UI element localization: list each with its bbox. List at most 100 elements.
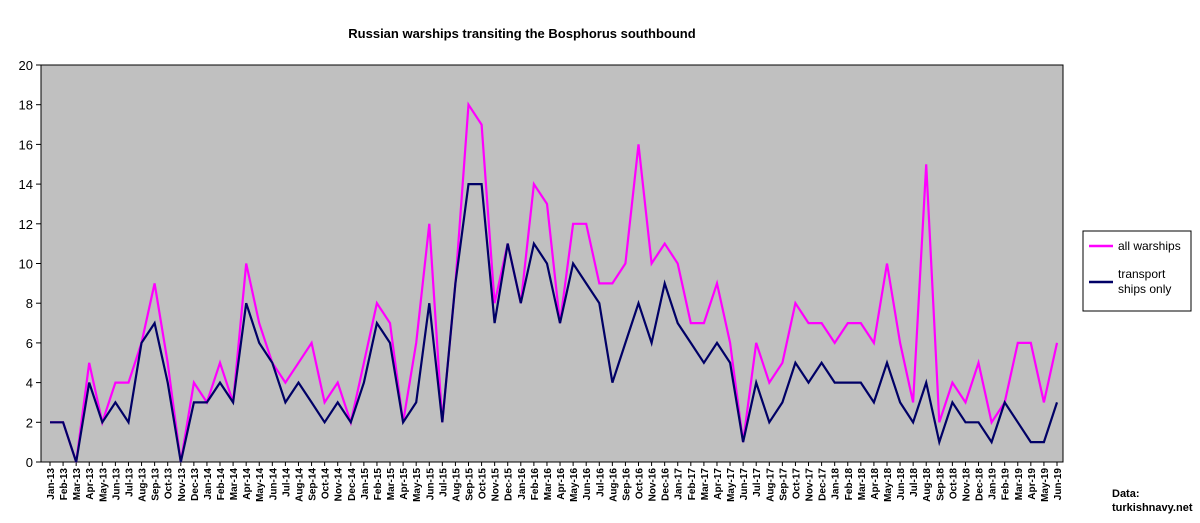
x-tick-label: Jan-18 xyxy=(831,468,842,500)
x-tick-label: Dec-13 xyxy=(190,468,201,501)
x-tick-label: Sep-14 xyxy=(308,468,319,501)
x-axis: Jan-13 Feb-13 Mar-13 Apr-13 May-13 Jun-13 Jul-… xyxy=(46,462,1064,502)
x-tick-label: Sep-13 xyxy=(151,468,162,501)
y-axis: 0 2 4 6 8 10 12 14 16 18 20 xyxy=(19,58,41,470)
x-tick-label: Apr-15 xyxy=(399,468,410,500)
x-tick-label: Jun-19 xyxy=(1053,468,1064,501)
x-tick-label: Feb-16 xyxy=(530,468,541,501)
x-tick-label: Jul-16 xyxy=(595,468,606,497)
x-tick-label: Aug-13 xyxy=(138,468,149,502)
x-tick-label: Jun-14 xyxy=(268,468,279,501)
x-tick-label: Oct-15 xyxy=(478,468,489,500)
x-tick-label: Aug-14 xyxy=(294,468,305,502)
x-tick-label: Dec-14 xyxy=(347,468,358,501)
x-tick-label: Nov-16 xyxy=(648,468,659,502)
y-tick-label: 12 xyxy=(19,217,33,232)
x-tick-label: Sep-18 xyxy=(935,468,946,501)
y-tick-label: 0 xyxy=(26,455,33,470)
chart-title: Russian warships transiting the Bosphoru… xyxy=(348,26,695,41)
y-tick-label: 18 xyxy=(19,98,33,113)
source-label-line1: Data: xyxy=(1112,488,1140,500)
x-tick-label: Jun-15 xyxy=(425,468,436,501)
x-tick-label: Feb-17 xyxy=(687,468,698,501)
legend-label-all-warships: all warships xyxy=(1118,239,1181,253)
x-tick-label: May-19 xyxy=(1040,468,1051,502)
series-line-transport-ships xyxy=(50,183,1059,463)
legend-box xyxy=(1082,230,1192,312)
x-tick-label: Jul-13 xyxy=(124,468,135,497)
x-tick-label: Sep-16 xyxy=(621,468,632,501)
x-tick-label: Feb-19 xyxy=(1001,468,1012,501)
series-line-all-warships xyxy=(50,101,1059,463)
x-tick-label: Mar-16 xyxy=(543,468,554,501)
x-tick-label: Aug-17 xyxy=(765,468,776,502)
x-tick-label: Nov-17 xyxy=(805,468,816,502)
x-tick-label: Oct-17 xyxy=(791,468,802,500)
y-tick-label: 10 xyxy=(19,257,33,272)
y-tick-label: 14 xyxy=(19,177,33,192)
x-tick-label: Apr-14 xyxy=(242,468,253,500)
x-tick-label: Mar-14 xyxy=(229,468,240,501)
x-tick-label: Feb-13 xyxy=(59,468,70,501)
x-tick-label: Dec-18 xyxy=(975,468,986,501)
x-tick-label: Sep-17 xyxy=(778,468,789,501)
x-tick-label: Aug-15 xyxy=(451,468,462,502)
x-tick-label: Nov-18 xyxy=(961,468,972,502)
x-tick-label: Nov-14 xyxy=(334,468,345,502)
x-tick-label: Mar-13 xyxy=(72,468,83,501)
x-tick-label: Jul-18 xyxy=(909,468,920,497)
x-tick-label: Feb-18 xyxy=(844,468,855,501)
x-tick-label: Jan-13 xyxy=(46,468,57,500)
x-tick-label: Jan-17 xyxy=(674,468,685,500)
x-tick-label: Sep-15 xyxy=(464,468,475,501)
x-tick-label: Apr-17 xyxy=(713,468,724,500)
y-tick-label: 2 xyxy=(26,415,33,430)
x-tick-label: Apr-18 xyxy=(870,468,881,500)
x-tick-label: Jul-14 xyxy=(281,468,292,497)
x-tick-label: Aug-16 xyxy=(608,468,619,502)
x-tick-label: Nov-15 xyxy=(491,468,502,502)
x-tick-label: Oct-16 xyxy=(635,468,646,500)
y-tick-label: 4 xyxy=(26,376,33,391)
x-tick-label: Jun-13 xyxy=(111,468,122,501)
x-tick-label: May-18 xyxy=(883,468,894,502)
x-tick-label: Aug-18 xyxy=(922,468,933,502)
series-layer xyxy=(50,101,1059,463)
y-tick-label: 20 xyxy=(19,58,33,73)
x-tick-label: Oct-18 xyxy=(948,468,959,500)
x-tick-label: Apr-13 xyxy=(85,468,96,500)
legend-label-transport-ships: transport ships only xyxy=(1118,267,1171,296)
x-tick-label: Feb-14 xyxy=(216,468,227,501)
x-tick-label: Mar-18 xyxy=(857,468,868,501)
source-label-line2: turkishnavy.net xyxy=(1112,502,1193,514)
x-tick-label: May-14 xyxy=(255,468,266,502)
x-tick-label: Jan-16 xyxy=(517,468,528,500)
x-tick-label: Mar-15 xyxy=(386,468,397,501)
x-tick-label: Oct-13 xyxy=(164,468,175,500)
x-tick-label: Jun-16 xyxy=(582,468,593,501)
x-tick-label: May-13 xyxy=(98,468,109,502)
x-tick-label: Jan-15 xyxy=(360,468,371,500)
y-tick-label: 16 xyxy=(19,137,33,152)
x-tick-label: May-16 xyxy=(569,468,580,502)
x-tick-label: Mar-19 xyxy=(1014,468,1025,501)
x-tick-label: Jun-18 xyxy=(896,468,907,501)
legend: all warships transport ships only xyxy=(1082,230,1192,312)
x-tick-label: Apr-16 xyxy=(556,468,567,500)
x-tick-label: Jun-17 xyxy=(739,468,750,501)
x-tick-label: Dec-16 xyxy=(661,468,672,501)
x-tick-label: Apr-19 xyxy=(1027,468,1038,500)
x-tick-label: Mar-17 xyxy=(700,468,711,501)
y-tick-label: 6 xyxy=(26,336,33,351)
x-tick-label: Nov-13 xyxy=(177,468,188,502)
x-tick-label: Dec-17 xyxy=(818,468,829,501)
x-tick-label: Jan-14 xyxy=(203,468,214,500)
x-tick-label: Jul-15 xyxy=(438,468,449,497)
x-tick-label: Dec-15 xyxy=(504,468,515,501)
x-tick-label: Feb-15 xyxy=(373,468,384,501)
x-tick-label: Jan-19 xyxy=(988,468,999,500)
y-tick-label: 8 xyxy=(26,296,33,311)
x-tick-label: May-17 xyxy=(726,468,737,502)
x-tick-label: Jul-17 xyxy=(752,468,763,497)
